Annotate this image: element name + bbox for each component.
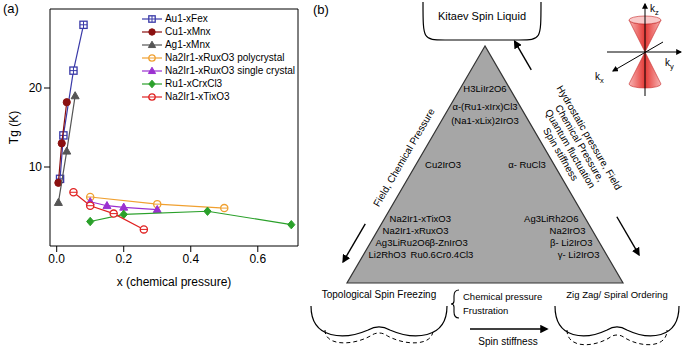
svg-text:0.4: 0.4: [182, 252, 199, 266]
svg-text:Spin stiffness: Spin stiffness: [541, 126, 580, 183]
svg-text:0.0: 0.0: [48, 252, 65, 266]
svg-text:kz: kz: [650, 3, 659, 17]
svg-text:α-(Ru1-xIrx)Cl3: α-(Ru1-xIrx)Cl3: [452, 101, 517, 112]
svg-text:Zig Zag/ Spiral Ordering: Zig Zag/ Spiral Ordering: [566, 289, 667, 300]
svg-text:Topological Spin Freezing: Topological Spin Freezing: [322, 289, 437, 300]
html-text:Au1-xFex: Au1-xFex: [165, 13, 208, 24]
svg-text:Li2RhO3: Li2RhO3: [369, 249, 407, 260]
svg-text:Ru0.6Cr0.4Cl3: Ru0.6Cr0.4Cl3: [411, 249, 474, 260]
svg-text:H3LiIr2O6: H3LiIr2O6: [463, 83, 506, 94]
svg-text:(Na1-xLix)2IrO3: (Na1-xLix)2IrO3: [451, 115, 519, 126]
svg-text:Ag3LiRh2O6: Ag3LiRh2O6: [524, 213, 578, 224]
svg-text:Cu2IrO3: Cu2IrO3: [425, 159, 461, 170]
svg-text:α- RuCl3: α- RuCl3: [508, 159, 546, 170]
svg-text:(b): (b): [313, 2, 329, 17]
svg-text:Chemical Pressure,: Chemical Pressure,: [553, 102, 607, 184]
svg-text:0.6: 0.6: [249, 252, 266, 266]
html-text:Na2Ir1-xTixO3: Na2Ir1-xTixO3: [165, 91, 230, 102]
svg-text:Na2Ir1-xTixO3: Na2Ir1-xTixO3: [390, 213, 451, 224]
svg-text:Ag3LiRu2O6: Ag3LiRu2O6: [376, 237, 430, 248]
svg-text:Na2Ir1-xRuxO3: Na2Ir1-xRuxO3: [383, 225, 449, 236]
svg-text:10: 10: [29, 160, 43, 174]
svg-text:Tg (K): Tg (K): [7, 111, 21, 144]
svg-text:20: 20: [29, 81, 43, 95]
html-text:Na2Ir1-xRuxO3 polycrystal: Na2Ir1-xRuxO3 polycrystal: [165, 52, 285, 63]
svg-text:β- Li2IrO3: β- Li2IrO3: [550, 237, 592, 248]
svg-text:kx: kx: [595, 71, 604, 85]
html-text:Ag1-xMnx: Ag1-xMnx: [165, 39, 210, 50]
svg-text:Chemical pressure: Chemical pressure: [463, 291, 542, 302]
svg-text:0.2: 0.2: [115, 252, 132, 266]
html-text:Cu1-xMnx: Cu1-xMnx: [165, 26, 211, 37]
html-text:Na2Ir1-xRuxO3 single crystal: Na2Ir1-xRuxO3 single crystal: [165, 65, 295, 76]
svg-text:Quantum fluctuation: Quantum fluctuation: [543, 107, 598, 191]
svg-text:Na2IrO3: Na2IrO3: [550, 225, 586, 236]
svg-text:ky: ky: [665, 57, 674, 71]
svg-text:x (chemical pressure): x (chemical pressure): [117, 275, 232, 289]
svg-text:γ- Li2IrO3: γ- Li2IrO3: [558, 249, 600, 260]
svg-text:Hydrostatic pressure, Field: Hydrostatic pressure, Field: [554, 83, 624, 192]
svg-text:β-ZnIrO3: β-ZnIrO3: [430, 237, 468, 248]
svg-text:Frustration: Frustration: [463, 305, 508, 316]
html-text:(a): (a): [3, 1, 19, 16]
svg-text:Field, Chemical Pressure: Field, Chemical Pressure: [371, 106, 437, 208]
svg-text:Spin stiffness: Spin stiffness: [478, 336, 537, 347]
html-text:Ru1-xCrxCl3: Ru1-xCrxCl3: [165, 78, 223, 89]
svg-text:Kitaev Spin Liquid: Kitaev Spin Liquid: [438, 10, 526, 22]
